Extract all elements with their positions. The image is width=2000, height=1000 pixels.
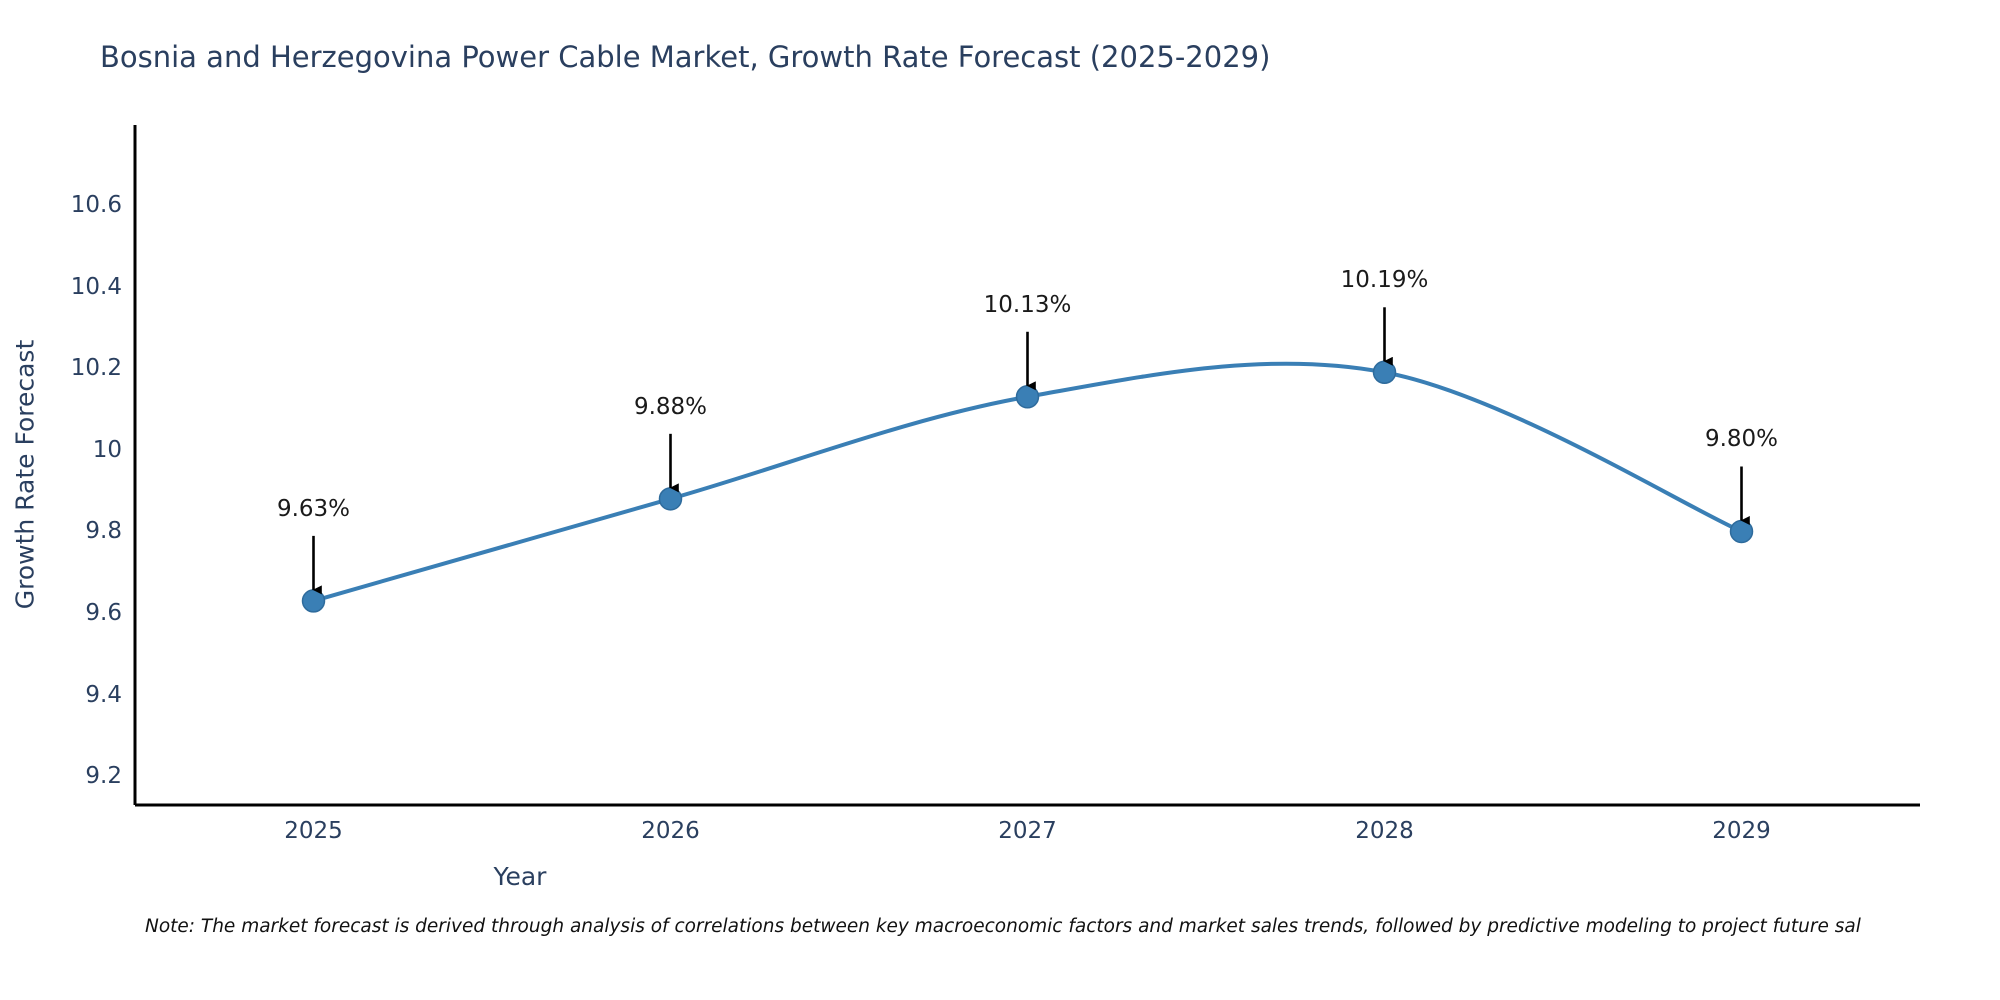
x-axis-title: Year bbox=[0, 862, 2000, 891]
data-point-marker[interactable] bbox=[658, 487, 683, 511]
y-axis-tick: 10.2 bbox=[70, 355, 122, 382]
data-label: 9.63% bbox=[276, 495, 351, 522]
annotation-arrows bbox=[312, 307, 1750, 595]
x-axis-tick: 2026 bbox=[641, 818, 700, 844]
data-label: 10.13% bbox=[983, 291, 1072, 318]
page-title: Bosnia and Herzegovina Power Cable Marke… bbox=[100, 40, 1271, 74]
y-axis-tick: 9.6 bbox=[85, 600, 122, 627]
y-axis-tick: 9.4 bbox=[85, 681, 122, 708]
data-label: 9.80% bbox=[1704, 426, 1779, 453]
x-axis-tick: 2028 bbox=[1355, 818, 1414, 844]
data-point-markers bbox=[301, 360, 1754, 613]
axis-lines bbox=[133, 125, 1920, 807]
y-axis-tick-labels: 9.2 9.4 9.6 9.8 10 10.2 10.4 10.6 bbox=[0, 0, 122, 1000]
y-axis-tick: 10 bbox=[92, 436, 122, 463]
y-axis-tick: 10.4 bbox=[70, 273, 122, 300]
x-axis-tick: 2029 bbox=[1712, 818, 1771, 844]
data-point-marker[interactable] bbox=[301, 589, 326, 613]
x-axis-title-text: Year bbox=[493, 862, 547, 891]
y-axis-tick: 9.8 bbox=[85, 518, 122, 545]
y-axis-tick: 10.6 bbox=[70, 191, 122, 218]
x-axis-tick: 2027 bbox=[998, 818, 1057, 844]
footnote: Note: The market forecast is derived thr… bbox=[145, 916, 1861, 937]
data-point-marker[interactable] bbox=[1729, 519, 1754, 544]
data-point-marker[interactable] bbox=[1372, 360, 1397, 385]
x-axis-tick: 2025 bbox=[284, 818, 343, 844]
data-point-marker[interactable] bbox=[1015, 385, 1040, 409]
data-label: 9.88% bbox=[633, 393, 708, 420]
data-label: 10.19% bbox=[1340, 267, 1429, 294]
y-axis-tick: 9.2 bbox=[85, 763, 122, 790]
